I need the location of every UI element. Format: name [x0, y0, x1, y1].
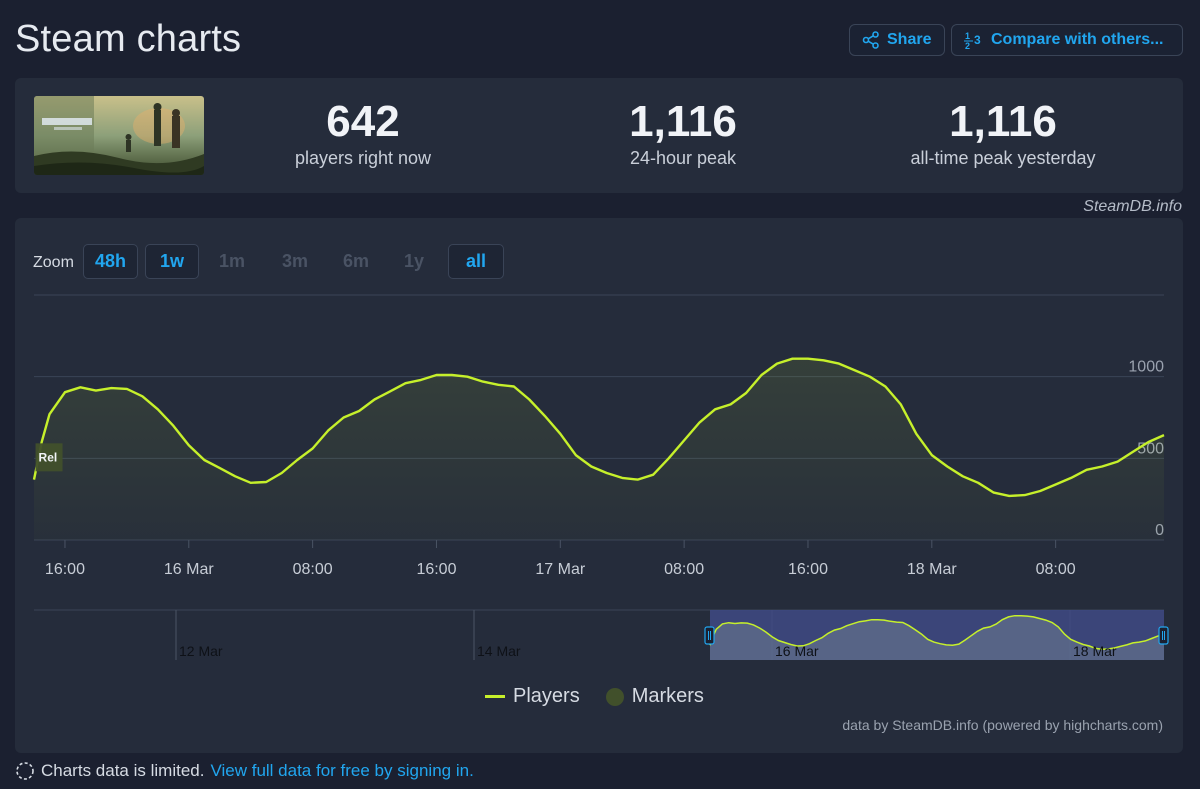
navigator-label: 16 Mar	[775, 643, 819, 659]
x-tick-label: 08:00	[293, 561, 333, 578]
steamdb-credit[interactable]: SteamDB.info	[1083, 198, 1182, 215]
x-tick-label: 17 Mar	[535, 561, 585, 578]
players-line	[32, 357, 1165, 498]
stat-value: 1,116	[629, 97, 737, 146]
svg-text:3: 3	[974, 33, 981, 47]
limited-data-notice: Charts data is limited. View full data f…	[15, 761, 474, 781]
zoom-1y-button[interactable]: 1y	[403, 251, 425, 271]
x-tick-label: 18 Mar	[907, 561, 957, 578]
numbers-icon: 1 2 3	[964, 31, 981, 50]
sign-in-link[interactable]: View full data for free by signing in.	[210, 761, 474, 780]
markers-swatch	[605, 687, 624, 706]
zoom-all-button[interactable]: all	[448, 244, 504, 279]
zoom-3m-button[interactable]: 3m	[281, 251, 308, 271]
x-tick-label: 16:00	[416, 561, 456, 578]
navigator-series-area	[710, 615, 1164, 660]
page-title: Steam charts	[15, 18, 242, 60]
release-marker[interactable]: Rel	[35, 443, 63, 472]
share-icon	[862, 31, 879, 49]
zoom-1w-button[interactable]: 1w	[145, 244, 199, 279]
stat-24h-peak: 1,116 24-hour peak	[583, 96, 783, 169]
limited-data-text: Charts data is limited.	[41, 761, 205, 780]
share-button[interactable]: Share	[849, 24, 945, 56]
legend-markers-label: Markers	[631, 685, 704, 707]
stats-panel: 642 players right now 1,116 24-hour peak…	[15, 78, 1183, 193]
stat-label: 24-hour peak	[629, 148, 737, 168]
legend-markers[interactable]: Markers	[605, 685, 704, 708]
zoom-48h-button[interactable]: 48h	[83, 244, 138, 279]
x-tick-label: 16:00	[45, 561, 85, 578]
compare-label: Compare with others...	[991, 31, 1164, 48]
svg-text:1: 1	[965, 31, 970, 41]
game-thumbnail[interactable]	[34, 96, 204, 175]
chart-card: Zoom 48h 1w 1m 3m 6m 1y all 05001000 Rel…	[15, 218, 1183, 753]
x-axis: 16:00 16 Mar 08:00 16:00 17 Mar 08:00 16:00 18 …	[45, 540, 1076, 578]
x-tick-label: 16 Mar	[164, 561, 214, 578]
players-swatch	[485, 695, 505, 698]
zoom-1m-button[interactable]: 1m	[218, 251, 245, 271]
x-tick-label: 16:00	[788, 561, 828, 578]
marker-label: Rel	[39, 450, 58, 464]
legend-players-label: Players	[513, 685, 580, 707]
navigator-right-handle[interactable]	[1158, 626, 1169, 645]
navigator[interactable]: 12 Mar 14 Mar 16 Mar 18 Mar	[34, 609, 1169, 660]
dashed-circle-icon	[16, 762, 34, 780]
y-tick-label: 1000	[1128, 359, 1164, 376]
svg-text:2: 2	[965, 41, 970, 50]
stat-value: 1,116	[949, 97, 1057, 146]
stat-value: 642	[326, 97, 400, 146]
stat-players-now: 642 players right now	[263, 96, 463, 169]
zoom-6m-button[interactable]: 6m	[342, 251, 369, 271]
x-tick-label: 08:00	[664, 561, 704, 578]
navigator-label: 12 Mar	[179, 643, 223, 659]
highcharts-credit[interactable]: data by SteamDB.info (powered by highcha…	[842, 717, 1163, 733]
zoom-label: Zoom	[33, 254, 74, 271]
navigator-series-line	[709, 614, 1165, 650]
stat-all-time-peak: 1,116 all-time peak yesterday	[883, 96, 1123, 169]
compare-button[interactable]: 1 2 3 Compare with others...	[951, 24, 1183, 56]
navigator-label: 18 Mar	[1073, 643, 1117, 659]
share-label: Share	[887, 31, 932, 48]
game-artwork-image	[34, 96, 204, 175]
stat-label: all-time peak yesterday	[910, 148, 1096, 168]
legend-players[interactable]: Players	[485, 685, 580, 708]
navigator-label: 14 Mar	[477, 643, 521, 659]
chart-legend: Players Markers	[485, 685, 704, 708]
players-area	[34, 358, 1164, 540]
x-tick-label: 08:00	[1036, 561, 1076, 578]
stat-label: players right now	[294, 148, 432, 168]
navigator-left-handle[interactable]	[704, 626, 715, 645]
